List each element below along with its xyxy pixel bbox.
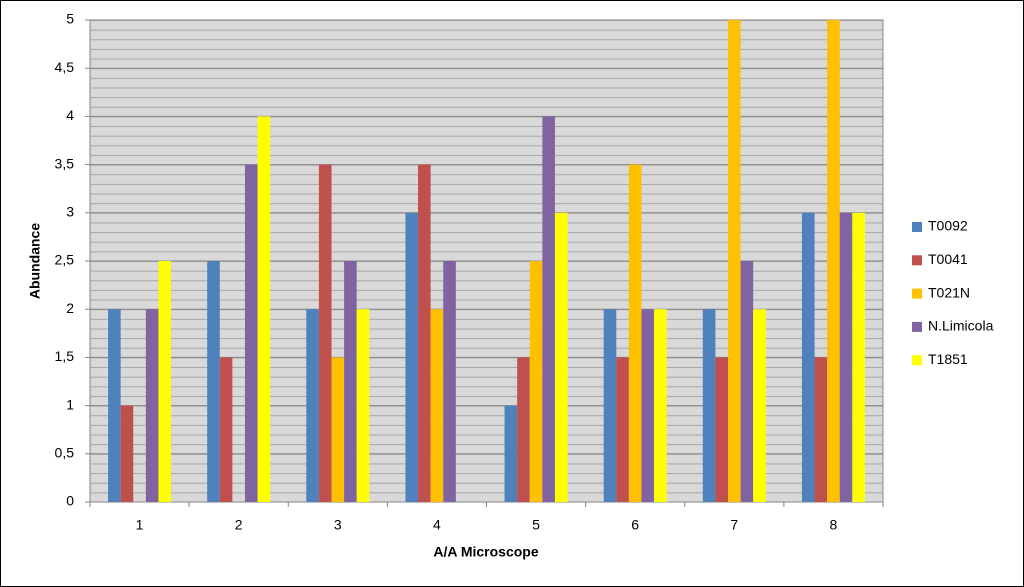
- x-tick-label: 6: [631, 517, 639, 533]
- legend-label: T1851: [928, 351, 968, 367]
- y-tick-label: 3,5: [55, 155, 75, 171]
- bar: [616, 357, 629, 502]
- x-tick-label: 7: [730, 517, 738, 533]
- bar: [244, 164, 258, 502]
- bar: [405, 212, 419, 503]
- x-axis-title: A/A Microscope: [433, 544, 538, 560]
- bar: [801, 212, 815, 503]
- bar: [344, 261, 357, 502]
- bar: [443, 261, 456, 502]
- bar: [219, 357, 233, 502]
- bar: [542, 116, 555, 503]
- y-tick-label: 3: [66, 204, 74, 220]
- bar: [654, 309, 667, 502]
- legend-label: N.Limicola: [928, 318, 994, 334]
- y-tick-label: 0,5: [55, 445, 75, 461]
- x-tick-label: 1: [136, 517, 144, 533]
- legend-swatch: [912, 355, 922, 366]
- legend-swatch: [912, 321, 922, 332]
- legend-swatch: [912, 255, 922, 266]
- bar: [356, 309, 370, 502]
- y-tick-label: 1,5: [55, 348, 75, 364]
- bar: [827, 20, 840, 502]
- x-tick-label: 2: [235, 517, 243, 533]
- bar: [430, 309, 444, 502]
- legend-label: T0041: [928, 251, 968, 267]
- x-tick-label: 3: [334, 517, 342, 533]
- bar: [306, 309, 319, 502]
- x-tick-label: 8: [830, 517, 838, 533]
- bar: [108, 309, 121, 502]
- legend-label: T021N: [928, 284, 970, 300]
- bar: [554, 212, 568, 503]
- bar: [517, 357, 530, 502]
- bar: [504, 405, 518, 502]
- y-tick-label: 4,5: [55, 59, 75, 75]
- y-tick-label: 2,5: [55, 252, 75, 268]
- x-tick-label: 5: [532, 517, 540, 533]
- x-tick-label: 4: [433, 517, 441, 533]
- y-tick-label: 0: [66, 493, 74, 509]
- bar: [120, 405, 134, 502]
- bar: [529, 261, 543, 502]
- bar: [814, 357, 828, 502]
- bar: [641, 309, 655, 502]
- bar: [753, 309, 766, 502]
- legend-swatch: [912, 288, 922, 299]
- legend-label: T0092: [928, 218, 968, 234]
- bar: [628, 164, 642, 502]
- bar: [702, 309, 716, 502]
- y-tick-label: 4: [66, 107, 74, 123]
- bar: [207, 261, 220, 502]
- bar: [715, 357, 729, 502]
- bar: [603, 309, 617, 502]
- bar: [839, 212, 853, 503]
- bar: [257, 116, 271, 503]
- bar: [418, 164, 431, 502]
- legend-swatch: [912, 222, 922, 232]
- y-axis-title: Abundance: [27, 223, 43, 299]
- y-tick-label: 1: [66, 396, 74, 412]
- y-tick-label: 5: [66, 11, 74, 27]
- bar: [728, 20, 741, 502]
- bar: [158, 261, 172, 502]
- y-tick-label: 2: [66, 300, 74, 316]
- bar: [331, 357, 345, 502]
- bar: [318, 164, 332, 502]
- bar: [145, 309, 159, 502]
- bar: [852, 212, 865, 503]
- bar: [740, 261, 754, 502]
